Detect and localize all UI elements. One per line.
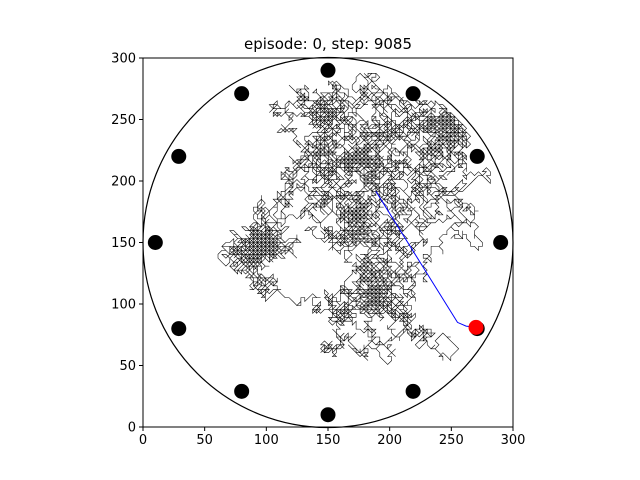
y-tick-label-50: 50 — [119, 359, 136, 374]
y-tick-label-250: 250 — [111, 113, 136, 128]
y-tick-label-200: 200 — [111, 175, 136, 190]
x-tick-label-250: 250 — [439, 433, 464, 448]
y-tick-label-300: 300 — [111, 52, 136, 67]
plot-area: 0 50 100 150 200 250 300 0 50 100 150 200 250 300 — [111, 52, 525, 449]
obstacle-marker-9 — [147, 235, 163, 250]
obstacle-marker-0 — [320, 62, 336, 78]
y-tick-label-150: 150 — [111, 236, 136, 251]
obstacle-marker-11 — [234, 86, 250, 102]
x-tick-label-100: 100 — [254, 433, 279, 448]
y-tick-label-100: 100 — [111, 298, 136, 313]
x-tick-label-150: 150 — [316, 433, 341, 448]
obstacle-marker-8 — [171, 321, 187, 337]
x-tick-label-300: 300 — [501, 433, 526, 448]
obstacle-marker-10 — [171, 148, 187, 164]
x-tick-label-0: 0 — [139, 433, 147, 448]
obstacle-marker-7 — [234, 383, 250, 399]
obstacle-marker-6 — [320, 407, 336, 423]
x-tick-label-50: 50 — [196, 433, 213, 448]
x-tick-label-200: 200 — [377, 433, 402, 448]
agent-marker — [468, 319, 484, 335]
obstacle-marker-5 — [405, 383, 421, 399]
y-tick-label-0: 0 — [128, 421, 136, 436]
chart-title: episode: 0, step: 9085 — [244, 35, 412, 53]
obstacle-marker-2 — [469, 148, 485, 164]
obstacle-marker-3 — [493, 235, 509, 250]
trajectory-path — [217, 72, 491, 365]
obstacle-marker-1 — [405, 86, 421, 102]
